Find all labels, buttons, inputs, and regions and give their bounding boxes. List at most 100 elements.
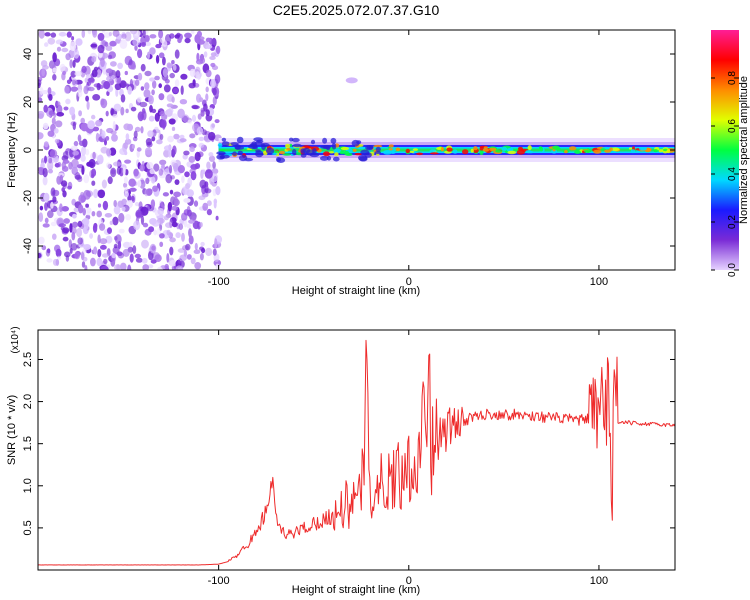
- noise-speckle: [184, 32, 192, 39]
- noise-speckle: [189, 146, 195, 153]
- noise-speckle: [45, 248, 51, 257]
- snr-frame: [37, 329, 676, 571]
- noise-speckle: [132, 38, 141, 47]
- noise-speckle: [97, 44, 105, 54]
- noise-speckle: [71, 78, 78, 87]
- noise-speckle: [163, 215, 169, 221]
- noise-speckle: [209, 56, 216, 60]
- noise-speckle: [72, 121, 77, 131]
- noise-speckle: [186, 209, 192, 217]
- noise-speckle: [151, 89, 155, 96]
- noise-speckle: [169, 218, 173, 229]
- noise-speckle: [205, 86, 209, 93]
- noise-speckle: [43, 104, 48, 113]
- signal-hotspot: [333, 148, 342, 153]
- colorbar-tick-label: 0.8: [727, 71, 738, 85]
- noise-speckle: [104, 213, 113, 218]
- signal-hotspot: [564, 150, 568, 154]
- noise-speckle: [91, 168, 97, 177]
- noise-speckle: [211, 65, 219, 71]
- noise-speckle: [86, 73, 90, 79]
- noise-speckle: [38, 212, 44, 223]
- signal-edge: [255, 149, 261, 153]
- noise-speckle: [125, 133, 130, 141]
- noise-speckle: [193, 249, 201, 254]
- noise-speckle: [52, 67, 57, 73]
- noise-speckle: [169, 259, 177, 267]
- noise-speckle: [42, 167, 48, 178]
- signal-hotspot: [271, 152, 278, 155]
- noise-speckle: [190, 171, 197, 181]
- noise-speckle: [114, 83, 122, 91]
- noise-speckle: [144, 147, 153, 155]
- noise-speckle: [137, 180, 142, 188]
- noise-speckle: [130, 195, 135, 201]
- signal-edge: [234, 144, 241, 150]
- noise-speckle: [83, 85, 89, 95]
- noise-speckle: [41, 90, 49, 95]
- noise-speckle: [47, 210, 54, 219]
- noise-speckle: [167, 63, 174, 69]
- colorbar-tick-label: 0.4: [727, 167, 738, 181]
- noise-speckle: [145, 138, 152, 146]
- noise-speckle: [158, 93, 165, 101]
- noise-speckle: [162, 121, 166, 130]
- noise-speckle: [124, 151, 128, 156]
- colorbar-ticks: 0.0 0.2 0.4 0.6 0.8: [711, 71, 739, 277]
- noise-speckle: [148, 226, 155, 233]
- signal-hotspot: [569, 146, 577, 151]
- signal-edge: [330, 137, 337, 144]
- noise-speckle: [205, 44, 213, 50]
- noise-speckle: [126, 123, 134, 131]
- noise-speckle: [87, 81, 91, 86]
- signal-hotspot: [517, 146, 524, 151]
- x-tick-label: 100: [590, 575, 608, 587]
- signal-edge: [216, 151, 226, 156]
- snr-multiplier: (x10⁴): [10, 326, 21, 353]
- noise-speckle: [47, 130, 55, 137]
- noise-speckle: [142, 264, 149, 270]
- noise-speckle: [162, 68, 168, 78]
- signal-hotspot: [286, 147, 291, 151]
- noise-speckle: [129, 187, 137, 192]
- noise-speckle: [141, 257, 148, 264]
- noise-speckle: [62, 190, 67, 198]
- noise-speckle: [57, 255, 62, 260]
- signal-hotspot: [611, 147, 620, 152]
- noise-speckle: [61, 47, 69, 53]
- noise-speckle: [153, 229, 158, 236]
- noise-speckle: [125, 108, 129, 114]
- noise-speckle: [133, 130, 138, 139]
- noise-speckle: [142, 30, 146, 39]
- noise-speckle: [167, 107, 174, 114]
- noise-speckle: [188, 235, 194, 245]
- noise-speckle: [103, 81, 111, 90]
- noise-speckle: [203, 103, 208, 112]
- noise-speckle: [38, 30, 45, 39]
- noise-speckle: [121, 33, 127, 39]
- noise-speckle: [90, 257, 96, 267]
- noise-speckle: [177, 258, 183, 264]
- noise-speckle: [70, 70, 77, 78]
- noise-speckle: [107, 176, 113, 185]
- noise-speckle: [191, 215, 197, 222]
- noise-speckle: [181, 186, 190, 195]
- noise-speckle: [47, 160, 54, 171]
- noise-speckle: [50, 187, 56, 197]
- noise-speckle: [149, 168, 156, 175]
- signal-edge: [305, 149, 315, 156]
- noise-speckle: [70, 145, 78, 151]
- signal-edge: [368, 145, 374, 149]
- noise-speckle: [113, 243, 118, 249]
- noise-speckle: [194, 242, 198, 251]
- spectrogram-ticks: -100 0 100 -40 -20 0 20 40: [22, 30, 675, 288]
- noise-speckle: [188, 156, 196, 163]
- noise-speckle: [92, 223, 98, 233]
- noise-speckle: [168, 118, 176, 125]
- noise-speckle: [56, 46, 62, 52]
- noise-speckle: [69, 59, 73, 69]
- noise-speckle: [71, 231, 76, 241]
- signal-hotspot: [395, 147, 401, 152]
- noise-speckle: [115, 70, 121, 79]
- noise-speckle: [66, 79, 72, 85]
